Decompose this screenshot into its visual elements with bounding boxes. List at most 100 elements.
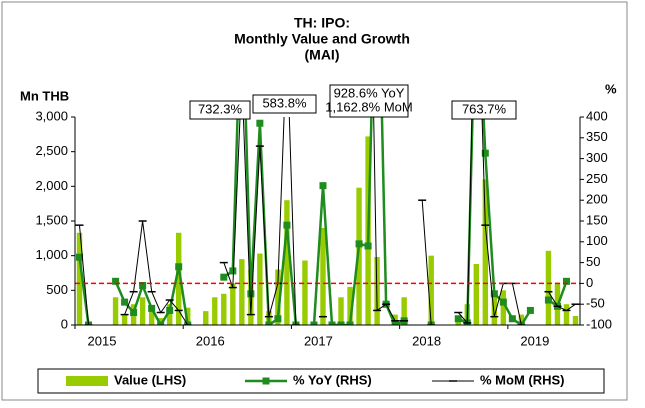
- annotation-box: [252, 94, 317, 114]
- marker: [139, 281, 147, 289]
- x-tick-label: 2019: [520, 333, 549, 348]
- axes: 0 500 1,000 1,500 2,000 2,500 3,000 -100 -50 0 50 1…: [35, 108, 612, 348]
- y-axis-label: Mn THB: [20, 88, 69, 103]
- marker: [157, 321, 165, 325]
- bar: [76, 232, 83, 325]
- marker: [148, 304, 156, 312]
- bar: [185, 307, 191, 325]
- bar: [428, 255, 434, 325]
- annotation-box: [451, 100, 517, 120]
- marker: [490, 290, 498, 298]
- bar: [338, 297, 344, 325]
- bar: [392, 314, 398, 325]
- bar: [545, 250, 552, 325]
- legend-box: [37, 368, 605, 394]
- marker: [283, 221, 291, 229]
- marker: [544, 296, 552, 304]
- marker: [130, 309, 138, 317]
- marker: [175, 263, 183, 271]
- y2-tick-label: 350: [586, 129, 608, 144]
- y2-tick-label: -50: [586, 296, 605, 311]
- marker: [508, 315, 516, 323]
- marker: [355, 240, 363, 248]
- marker: [121, 298, 129, 306]
- marker: [337, 321, 345, 325]
- bar: [257, 253, 263, 325]
- marker: [364, 242, 372, 250]
- marker: [166, 306, 174, 314]
- y-tick-label: 500: [46, 282, 68, 297]
- marker: [220, 273, 228, 281]
- bar: [473, 263, 479, 325]
- bar: [121, 314, 128, 325]
- annotation: 732.3%: [198, 101, 243, 116]
- x-tick-label: 2017: [304, 333, 333, 348]
- marker: [454, 315, 462, 323]
- bar: [284, 200, 290, 325]
- y-tick-label: 0: [61, 316, 68, 331]
- marker: [310, 321, 318, 325]
- bar: [139, 297, 146, 325]
- y2-tick-label: 300: [586, 150, 608, 165]
- marker: [112, 277, 120, 285]
- y-tick-label: 1,500: [35, 212, 68, 227]
- bar: [275, 269, 281, 325]
- annotation: 763.7%: [462, 101, 507, 116]
- bar: [320, 227, 326, 325]
- annotation: 1,162.8% MoM: [325, 99, 412, 114]
- bar: [221, 293, 227, 325]
- marker: [274, 315, 282, 323]
- y-tick-label: 2,000: [35, 178, 68, 193]
- y2-tick-label: 250: [586, 171, 608, 186]
- bar: [148, 311, 155, 325]
- marker: [328, 321, 336, 325]
- plot-area: [75, 117, 580, 325]
- legend-swatch: [66, 376, 108, 386]
- y2-axis-label: %: [605, 81, 617, 96]
- y2-tick-label: 150: [586, 212, 608, 227]
- title-line: TH: IPO:: [294, 15, 350, 31]
- bar: [230, 283, 236, 325]
- annotation: 583.8%: [262, 95, 307, 110]
- marker: [391, 321, 399, 325]
- legend-marker: [262, 377, 270, 385]
- bar: [212, 297, 218, 325]
- annotation: 928.6% YoY: [334, 85, 405, 100]
- marker: [526, 306, 534, 314]
- y-tick-label: 2,500: [35, 143, 68, 158]
- bar: [482, 179, 489, 325]
- y-tick-label: 1,000: [35, 247, 68, 262]
- x-tick-label: 2015: [88, 333, 117, 348]
- bar: [166, 304, 173, 325]
- marker: [76, 253, 84, 261]
- bar: [239, 259, 245, 325]
- title-line: (MAI): [305, 47, 340, 63]
- annotation-box: [189, 100, 251, 120]
- bar: [112, 297, 119, 325]
- marker: [265, 321, 273, 325]
- bar: [563, 304, 570, 325]
- y2-tick-label: 100: [586, 233, 608, 248]
- annotation-box: [329, 84, 409, 118]
- marker: [481, 149, 489, 157]
- y2-tick-label: 200: [586, 192, 608, 207]
- bar: [518, 314, 525, 325]
- y2-tick-label: 400: [586, 108, 608, 123]
- bar: [347, 286, 353, 325]
- x-tick-label: 2016: [196, 333, 225, 348]
- x-tick-label: 2018: [412, 333, 441, 348]
- legend-label: % YoY (RHS): [293, 372, 372, 387]
- y2-tick-label: 0: [586, 275, 593, 290]
- bar: [176, 232, 182, 325]
- legend-label: Value (LHS): [114, 372, 186, 387]
- marker: [229, 267, 237, 275]
- y-tick-label: 3,000: [35, 108, 68, 123]
- bar: [401, 297, 407, 325]
- legend-label: % MoM (RHS): [480, 372, 565, 387]
- bar: [356, 187, 362, 325]
- bar: [203, 311, 209, 325]
- marker: [247, 290, 255, 298]
- legend: Value (LHS) % YoY (RHS) % MoM (RHS): [37, 368, 605, 394]
- y2-tick-label: 50: [586, 254, 600, 269]
